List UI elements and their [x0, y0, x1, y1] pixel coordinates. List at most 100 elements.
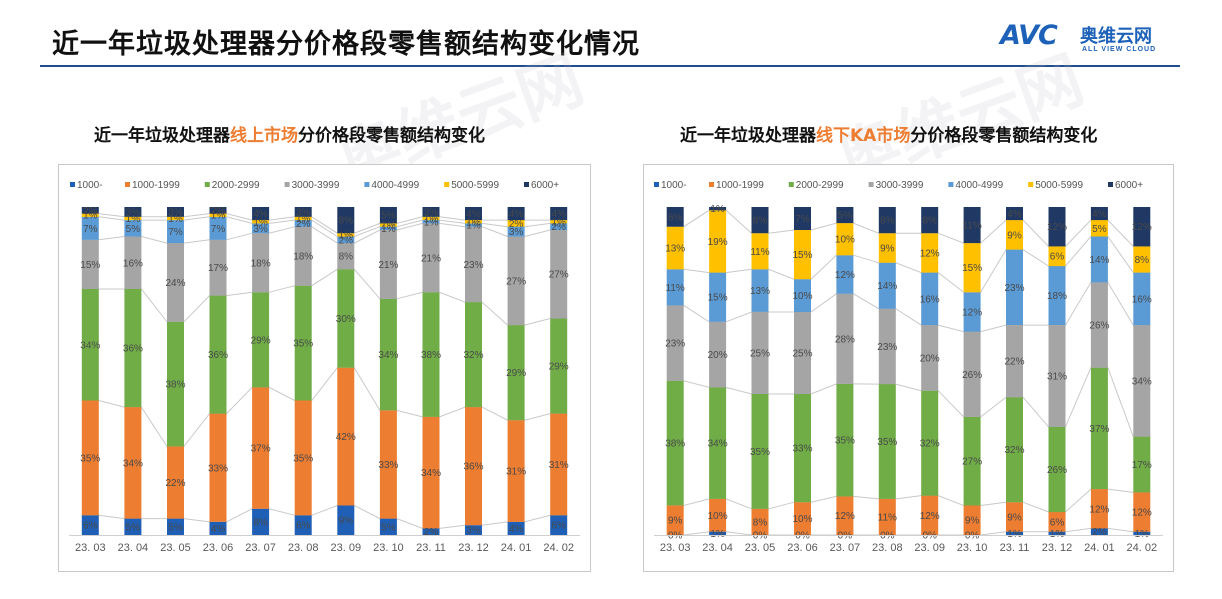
- data-label-6-1: 42%: [336, 432, 356, 443]
- data-label-7-0: 5%: [381, 522, 396, 533]
- bar-segment-4-5: [252, 220, 270, 224]
- bar-segment-11-0: [550, 515, 568, 535]
- data-label-5-3: 18%: [293, 252, 313, 263]
- bar-segment-5-0: [294, 515, 312, 535]
- bar-segment-5-2: [878, 384, 896, 499]
- data-label-1-2: 36%: [123, 344, 143, 355]
- data-label-5-0: 6%: [296, 521, 311, 532]
- bar-segment-7-4: [379, 226, 397, 230]
- data-label-6-6: 8%: [922, 216, 937, 227]
- data-label-4-1: 37%: [251, 444, 271, 455]
- x-tick-label-7: 23. 10: [957, 542, 988, 554]
- data-label-1-3: 20%: [708, 350, 728, 361]
- bar-segment-8-4: [422, 220, 440, 224]
- bar-segment-9-1: [1048, 512, 1066, 532]
- bar-segment-11-6: [1133, 207, 1151, 247]
- legend-label-0: 1000-: [77, 180, 103, 191]
- bar-segment-4-2: [836, 383, 854, 497]
- data-labels: 6%35%34%15%7%1%2%5%34%36%16%5%1%3%5%22%3…: [80, 206, 569, 538]
- x-tick-label-1: 23. 04: [118, 542, 149, 554]
- data-label-10-6: 4%: [509, 209, 524, 220]
- data-label-11-6: 12%: [1132, 222, 1152, 233]
- data-label-0-2: 34%: [80, 340, 100, 351]
- bar-segment-4-6: [836, 207, 854, 224]
- bar-segment-5-2: [294, 285, 312, 401]
- data-label-2-5: 1%: [168, 214, 183, 225]
- series-line-0: [666, 527, 1151, 536]
- legend-label-6: 6000+: [531, 180, 559, 191]
- bar-segment-3-0: [209, 521, 227, 535]
- data-label-9-4: 18%: [1047, 291, 1067, 302]
- data-label-11-2: 17%: [1132, 460, 1152, 471]
- data-label-1-3: 16%: [123, 258, 143, 269]
- data-label-0-1: 35%: [80, 453, 100, 464]
- data-label-0-5: 13%: [665, 244, 685, 255]
- data-label-10-1: 31%: [506, 467, 526, 478]
- data-label-11-4: 16%: [1132, 294, 1152, 305]
- bar-segment-0-2: [666, 380, 684, 506]
- data-label-2-2: 38%: [165, 380, 185, 391]
- bar-segment-9-2: [465, 302, 482, 408]
- data-label-1-6: 3%: [126, 207, 141, 218]
- series-line-5: [81, 213, 568, 234]
- legend-label-2: 2000-2999: [212, 180, 260, 191]
- data-label-4-5: 1%: [253, 217, 268, 228]
- x-tick-label-5: 23. 08: [288, 542, 319, 554]
- bar-segment-6-1: [921, 495, 939, 535]
- data-label-0-3: 23%: [665, 339, 685, 350]
- data-label-3-5: 1%: [211, 211, 226, 222]
- data-label-2-2: 35%: [750, 447, 770, 458]
- bar-segment-3-3: [794, 312, 811, 394]
- bar-segment-1-2: [124, 289, 142, 408]
- bar-segment-0-3: [81, 239, 99, 289]
- data-label-5-6: 8%: [880, 216, 895, 227]
- title-rule: [40, 65, 1180, 67]
- bar-segment-0-6: [666, 207, 684, 227]
- bar-segment-9-2: [1048, 426, 1066, 513]
- data-label-1-5: 1%: [126, 214, 141, 225]
- bar-segment-11-2: [550, 318, 568, 414]
- bar-segment-11-5: [1133, 246, 1151, 273]
- bar-segment-1-1: [124, 407, 142, 519]
- legend-label-5: 5000-5999: [451, 180, 499, 191]
- chart-title-online-part1: 近一年垃圾处理器: [94, 126, 230, 146]
- data-label-10-2: 29%: [506, 368, 526, 379]
- data-label-3-6: 2%: [211, 206, 226, 217]
- data-label-4-5: 10%: [835, 235, 855, 246]
- bar-segment-1-3: [709, 321, 727, 388]
- data-label-9-6: 12%: [1047, 222, 1067, 233]
- data-label-9-1: 36%: [463, 462, 483, 473]
- bar-segment-7-4: [963, 292, 981, 332]
- bar-segment-5-5: [878, 233, 896, 263]
- series-line-3: [666, 281, 1151, 333]
- bar-segment-4-0: [252, 508, 270, 535]
- legend-swatch-4: [364, 182, 370, 187]
- chart-panel-offline: 1000- 1000-1999 2000-2999 3000-3999 4000-499…: [643, 164, 1174, 572]
- data-label-3-4: 10%: [792, 291, 812, 302]
- data-label-6-3: 20%: [920, 353, 940, 364]
- data-label-7-3: 21%: [378, 260, 398, 271]
- data-label-2-4: 13%: [750, 286, 770, 297]
- x-tick-label-11: 24. 02: [543, 542, 574, 554]
- bar-segment-10-4: [507, 226, 525, 237]
- bar-segment-7-3: [963, 331, 981, 417]
- bar-segment-11-2: [1133, 436, 1151, 493]
- data-label-9-6: 4%: [466, 209, 481, 220]
- data-label-10-3: 26%: [1089, 321, 1109, 332]
- data-label-3-2: 36%: [208, 350, 228, 361]
- data-label-8-5: 1%: [424, 214, 439, 225]
- bar-segment-7-1: [379, 410, 397, 519]
- data-labels: 0%9%38%23%11%13%6%1%10%34%20%15%19%1%0%8…: [665, 204, 1152, 541]
- data-label-2-0: 5%: [168, 522, 183, 533]
- data-label-6-2: 30%: [336, 314, 356, 325]
- data-label-4-2: 35%: [835, 436, 855, 447]
- x-tick-label-3: 23. 06: [787, 542, 818, 554]
- data-label-7-5: 1%: [381, 221, 396, 232]
- data-label-2-4: 7%: [168, 227, 183, 238]
- data-label-5-4: 14%: [877, 281, 897, 292]
- bar-segment-5-3: [878, 308, 896, 385]
- series-line-1: [81, 367, 568, 447]
- bar-segment-1-6: [709, 207, 727, 211]
- chart-title-offline-highlight: 线下KA市场: [816, 126, 911, 146]
- chart-title-offline-part3: 分价格段零售额结构变化: [910, 126, 1098, 146]
